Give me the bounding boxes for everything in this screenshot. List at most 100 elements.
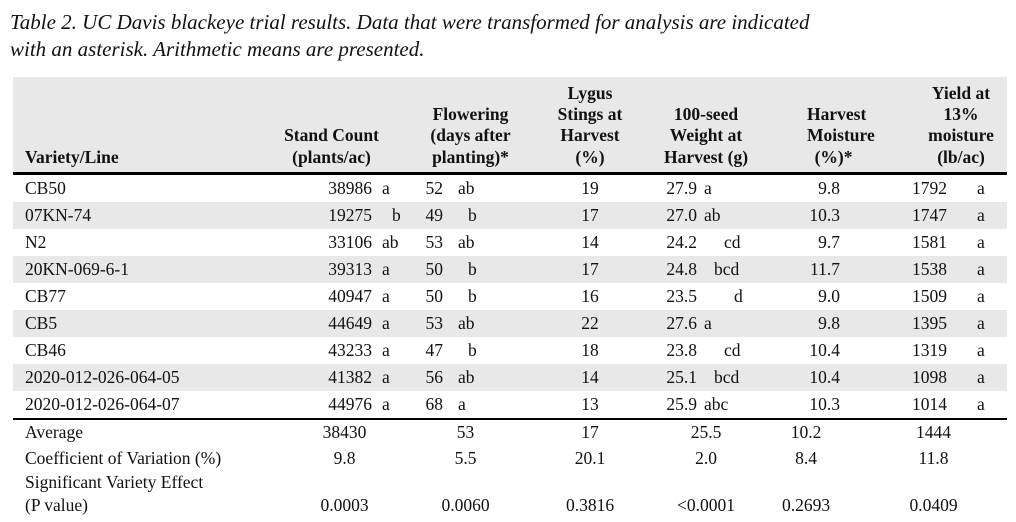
yield-value: 1395 xyxy=(860,309,968,337)
moisture-summary-value: 0.2693 xyxy=(752,492,861,519)
table-row: 2020-012-026-064-05 41382 a 56 ab 14 25.1 bcd 10… xyxy=(13,363,1008,391)
lygus-value: 13 xyxy=(520,390,660,420)
moisture-summary-value: 10.2 xyxy=(752,418,861,446)
header-harvest-moisture: Harvest Moisture (%)* xyxy=(752,76,875,175)
stand-value: 19275 xyxy=(278,201,372,229)
table-row: CB5 44649 a 53 ab 22 27.6 a 9.8 1395 a xyxy=(13,309,1008,337)
seed-summary-value xyxy=(660,471,753,493)
header-yield: Yield at 13% moisture (lb/ac) xyxy=(860,76,1008,175)
flowering-group-letters: b xyxy=(468,285,477,306)
moisture-value: 9.0 xyxy=(818,285,841,306)
stand-group-letters: a xyxy=(372,309,411,337)
lygus-value: 17 xyxy=(520,255,660,283)
moisture-value: 9.8 xyxy=(752,309,861,337)
seed-value: 27.9 xyxy=(666,177,697,198)
yield-value: 1538 xyxy=(860,255,968,283)
stand-value: 44649 xyxy=(278,309,372,337)
stand-value: 33106 xyxy=(328,231,372,252)
flowering-value: 53 xyxy=(411,309,448,337)
yield-summary-value: 0.0409 xyxy=(860,492,1008,519)
results-table: Variety/Line Stand Count (plants/ac) Flo… xyxy=(13,76,1008,519)
stand-value: 39313 xyxy=(278,255,372,283)
flowering-value: 50 xyxy=(411,255,448,283)
lygus-value: 14 xyxy=(581,231,599,252)
stand-value: 44976 xyxy=(278,390,372,420)
yield-group-letters: a xyxy=(977,177,985,198)
header-variety: Variety/Line xyxy=(13,76,278,175)
table-row: N2 33106 ab 53 ab 14 24.2 cd 9.7 1581 a xyxy=(13,229,1007,256)
moisture-value: 10.3 xyxy=(752,201,861,229)
seed-summary-value: <0.0001 xyxy=(660,492,753,519)
summary-row: Significant Variety Effect xyxy=(13,471,1008,493)
seed-group-letters: bcd xyxy=(700,363,753,391)
variety-cell: CB46 xyxy=(25,339,66,360)
lygus-value: 18 xyxy=(581,339,599,360)
moisture-value: 10.4 xyxy=(752,363,861,391)
moisture-summary-value: 8.4 xyxy=(752,445,861,472)
seed-value: 27.6 xyxy=(660,309,700,337)
header-lygus-stings: Lygus Stings at Harvest (%) xyxy=(520,76,660,175)
moisture-value: 11.7 xyxy=(752,255,861,283)
seed-group-letters: a xyxy=(704,177,712,198)
seed-value: 25.1 xyxy=(660,363,700,391)
yield-value: 1792 xyxy=(912,177,948,198)
variety-cell: CB5 xyxy=(13,309,278,337)
seed-value: 23.5 xyxy=(666,285,697,306)
flowering-value: 56 xyxy=(411,363,448,391)
yield-value: 1509 xyxy=(912,285,948,306)
stand-summary-value: 38430 xyxy=(278,418,411,446)
lygus-summary-value: 17 xyxy=(520,418,660,446)
table-row: CB50 38986 a 52 ab 19 27.9 a 9.8 1792 a xyxy=(13,173,1007,202)
yield-group-letters: a xyxy=(977,231,985,252)
moisture-value: 10.4 xyxy=(809,339,841,360)
seed-value: 24.8 xyxy=(660,255,700,283)
yield-group-letters: a xyxy=(967,390,1008,420)
variety-cell: 2020-012-026-064-05 xyxy=(13,363,278,391)
stand-value: 43233 xyxy=(328,339,372,360)
yield-group-letters: a xyxy=(977,285,985,306)
moisture-summary-value xyxy=(752,471,861,493)
seed-group-letters: abc xyxy=(700,390,753,420)
seed-value: 23.8 xyxy=(666,339,697,360)
moisture-value: 9.7 xyxy=(818,231,841,252)
flowering-summary-value: 5.5 xyxy=(411,445,520,472)
table-row: CB46 43233 a 47 b 18 23.8 cd 10.4 1319 a xyxy=(13,337,1007,364)
summary-row: (P value) 0.0003 0.0060 0.3816 <0.0001 0.2693… xyxy=(13,492,1008,519)
flowering-group-letters: ab xyxy=(458,231,475,252)
summary-label: Coefficient of Variation (%) xyxy=(13,445,278,472)
table-caption: Table 2. UC Davis blackeye trial results… xyxy=(10,10,810,62)
yield-summary-value: 11.8 xyxy=(860,445,1008,472)
seed-group-letters: ab xyxy=(700,201,753,229)
seed-value: 25.9 xyxy=(660,390,700,420)
flowering-group-letters: b xyxy=(468,339,477,360)
flowering-summary-value xyxy=(411,471,520,493)
stand-group-letters: a xyxy=(382,285,390,306)
variety-cell: 20KN-069-6-1 xyxy=(13,255,278,283)
lygus-value: 22 xyxy=(520,309,660,337)
lygus-value: 17 xyxy=(520,201,660,229)
seed-value: 27.0 xyxy=(660,201,700,229)
flowering-group-letters: a xyxy=(448,390,520,420)
table-row: 07KN-74 19275 b 49 b 17 27.0 ab 10.3 1747 a xyxy=(13,201,1008,229)
yield-group-letters: a xyxy=(967,201,1008,229)
yield-summary-value: 1444 xyxy=(860,418,1008,446)
stand-group-letters: a xyxy=(382,177,390,198)
table-row: CB77 40947 a 50 b 16 23.5 d 9.0 1509 a xyxy=(13,283,1007,310)
lygus-value: 14 xyxy=(520,363,660,391)
yield-value: 1581 xyxy=(912,231,948,252)
lygus-value: 16 xyxy=(581,285,599,306)
yield-group-letters: a xyxy=(967,309,1008,337)
seed-value: 24.2 xyxy=(666,231,697,252)
moisture-value: 9.8 xyxy=(818,177,841,198)
yield-value: 1747 xyxy=(860,201,968,229)
variety-cell: 2020-012-026-064-07 xyxy=(13,390,278,420)
flowering-group-letters: b xyxy=(448,255,520,283)
summary-row: Coefficient of Variation (%) 9.8 5.5 20.1 2.… xyxy=(13,445,1008,472)
lygus-value: 19 xyxy=(581,177,599,198)
summary-row: Average 38430 53 17 25.5 10.2 1444 xyxy=(13,418,1008,446)
flowering-value: 49 xyxy=(411,201,448,229)
flowering-group-letters: b xyxy=(448,201,520,229)
stand-group-letters: a xyxy=(382,339,390,360)
yield-summary-value xyxy=(860,471,1008,493)
stand-value: 40947 xyxy=(328,285,372,306)
